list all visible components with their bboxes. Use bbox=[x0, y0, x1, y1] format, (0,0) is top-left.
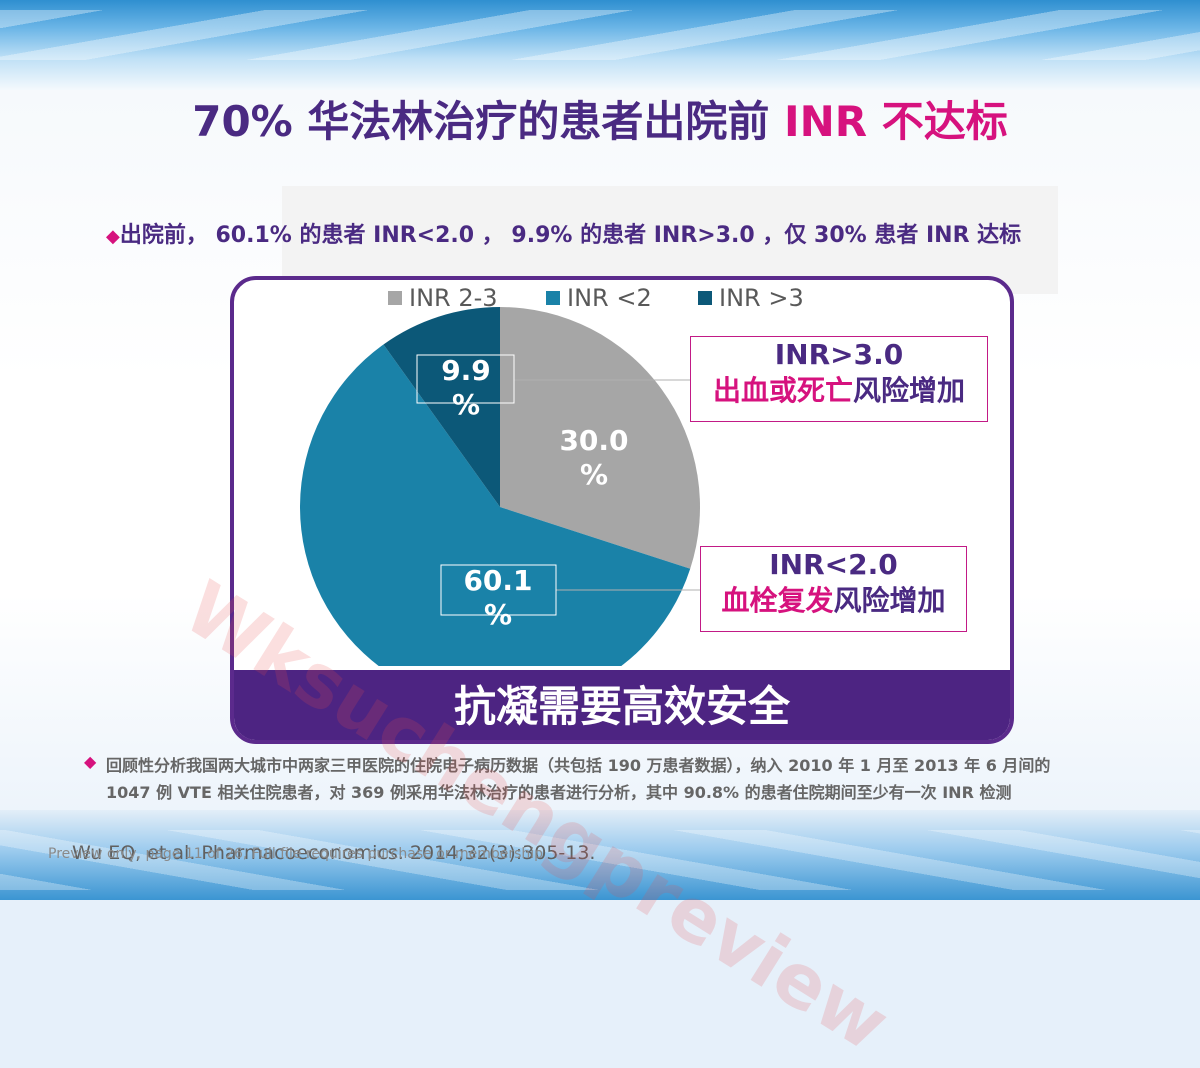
title-highlight: INR 不达标 bbox=[784, 97, 1008, 146]
data-label-inr-2-3: 30.0% bbox=[559, 424, 628, 491]
pie-slice-inr-3 bbox=[383, 307, 500, 507]
header-background bbox=[0, 0, 1200, 90]
data-label-inr-2: 60.1% bbox=[463, 564, 532, 631]
legend-label-1: INR <2 bbox=[567, 284, 652, 312]
diamond-bullet-icon: ◆ bbox=[106, 226, 120, 247]
data-label-box-1 bbox=[440, 564, 557, 616]
data-label-inr-3: 9.9% bbox=[441, 354, 491, 421]
legend-swatch-2 bbox=[698, 291, 712, 305]
callout-high-rest: 风险增加 bbox=[853, 374, 966, 407]
summary-bullet: ◆出院前， 60.1% 的患者 INR<2.0 ， 9.9% 的患者 INR>3… bbox=[106, 220, 1086, 252]
title-main: 70% 华法林治疗的患者出院前 bbox=[192, 97, 770, 146]
callout-high-risk: 出血或死亡风险增加 bbox=[691, 373, 987, 409]
callout-inr-high: INR>3.0 出血或死亡风险增加 bbox=[690, 336, 988, 422]
pie-slice-inr-2-3 bbox=[500, 307, 701, 569]
reference-citation: Wu EQ, et al. Pharmacoeconomics. 2014;32… bbox=[72, 842, 596, 864]
slide-title: 70% 华法林治疗的患者出院前 INR 不达标 bbox=[0, 88, 1200, 149]
preview-notice: Preview only, page 11 of 26, Full file r… bbox=[48, 846, 544, 862]
callout-inr-low: INR<2.0 血栓复发风险增加 bbox=[700, 546, 967, 632]
callout-low-title: INR<2.0 bbox=[769, 548, 898, 581]
data-label-box-2 bbox=[416, 354, 515, 404]
callout-high-pink: 出血或死亡 bbox=[712, 374, 853, 407]
legend-swatch-0 bbox=[388, 291, 402, 305]
callout-high-title: INR>3.0 bbox=[774, 338, 904, 371]
conclusion-band bbox=[234, 670, 1010, 740]
callout-low-rest: 风险增加 bbox=[833, 584, 946, 617]
footer-background bbox=[0, 810, 1200, 900]
footnote-bullet-icon: ◆ bbox=[84, 752, 97, 771]
legend-label-2: INR >3 bbox=[719, 284, 804, 312]
pie-slice-inr-2 bbox=[300, 344, 691, 666]
callout-low-risk: 血栓复发风险增加 bbox=[701, 583, 966, 619]
pie-chart: 30.0 % 60.1 % 9.9 % INR 2-3 INR <2 INR >3 bbox=[300, 284, 804, 666]
legend-swatch-1 bbox=[546, 291, 560, 305]
conclusion-text: 抗凝需要高效安全 bbox=[453, 682, 790, 731]
summary-text: 出院前， 60.1% 的患者 INR<2.0 ， 9.9% 的患者 INR>3.… bbox=[119, 223, 1022, 248]
legend-label-0: INR 2-3 bbox=[409, 284, 498, 312]
callout-low-pink: 血栓复发 bbox=[721, 584, 834, 617]
footnote: 回顾性分析我国两大城市中两家三甲医院的住院电子病历数据（共包括 190 万患者数… bbox=[106, 756, 1051, 802]
